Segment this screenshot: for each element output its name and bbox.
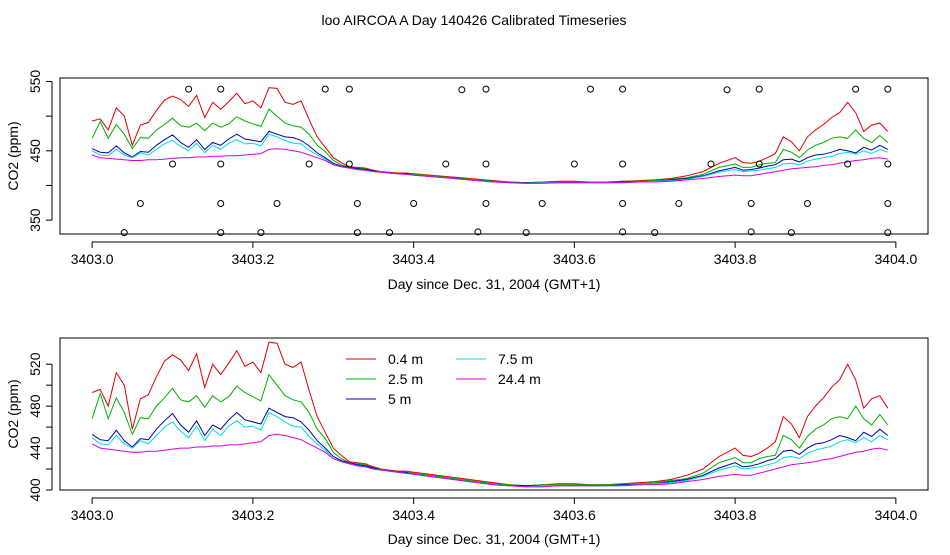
y-tick-label: 520: [27, 352, 43, 376]
marker-point: [522, 229, 530, 237]
marker-point: [136, 199, 144, 207]
bottom-plot-frame: [59, 337, 929, 491]
y-tick-label: 400: [27, 478, 43, 502]
marker-point: [321, 85, 329, 93]
legend-label: 0.4 m: [388, 351, 423, 367]
marker-point: [185, 85, 193, 93]
marker-point: [747, 228, 755, 236]
y-tick-label: 550: [27, 70, 43, 94]
series-line-7-5-m: [91, 411, 889, 488]
x-tick-label: 3403.0: [71, 507, 114, 523]
series-line-24-4-m: [91, 148, 888, 184]
x-tick-label: 3403.8: [714, 507, 757, 523]
legend-label: 5 m: [388, 391, 411, 407]
marker-point: [442, 160, 450, 168]
marker-point: [386, 229, 394, 237]
top-y-axis: 350 450 550: [27, 70, 53, 232]
marker-point: [257, 229, 265, 237]
y-tick-label: 440: [27, 436, 43, 460]
marker-point: [755, 160, 763, 168]
legend-label: 7.5 m: [498, 351, 533, 367]
marker-point: [120, 229, 128, 237]
top-series-lines: [91, 87, 889, 184]
x-tick-label: 3403.2: [231, 251, 274, 267]
y-tick-label: 450: [27, 139, 43, 163]
marker-point: [651, 229, 659, 237]
series-line-2-5-m: [91, 373, 889, 487]
top-markers: [120, 85, 892, 237]
marker-point: [217, 229, 225, 237]
marker-point: [482, 160, 490, 168]
marker-point: [844, 160, 852, 168]
marker-point: [619, 228, 627, 236]
marker-point: [619, 160, 627, 168]
top-x-axis: 3403.0 3403.2 3403.4 3403.6 3403.8 3404.0: [71, 241, 917, 267]
y-tick-label: 480: [27, 394, 43, 418]
bottom-x-axis-label: Day since Dec. 31, 2004 (GMT+1): [388, 531, 601, 547]
top-panel: 350 450 550 3403.0 3403.2 3403.4 3403.6 3403.8…: [5, 70, 929, 292]
marker-point: [787, 229, 795, 237]
marker-point: [884, 229, 892, 237]
marker-point: [169, 160, 177, 168]
x-tick-label: 3403.2: [231, 507, 274, 523]
marker-point: [353, 229, 361, 237]
marker-point: [803, 199, 811, 207]
top-x-axis-label: Day since Dec. 31, 2004 (GMT+1): [388, 276, 601, 292]
chart-title: loo AIRCOA A Day 140426 Calibrated Times…: [321, 12, 626, 28]
marker-point: [619, 199, 627, 207]
y-tick-label: 350: [27, 208, 43, 232]
bottom-x-axis: 3403.0 3403.2 3403.4 3403.6 3403.8 3404.0: [71, 497, 917, 523]
marker-point: [852, 85, 860, 93]
marker-point: [482, 199, 490, 207]
legend-label: 2.5 m: [388, 371, 423, 387]
series-line-0-4-m: [91, 87, 889, 184]
marker-point: [353, 199, 361, 207]
marker-point: [217, 85, 225, 93]
marker-point: [570, 160, 578, 168]
top-plot-frame: [59, 77, 929, 235]
bottom-series-lines: [91, 341, 889, 488]
marker-point: [345, 85, 353, 93]
legend-label: 24.4 m: [498, 371, 541, 387]
bottom-y-axis: 400 440 480 520: [27, 352, 53, 502]
marker-point: [747, 199, 755, 207]
top-y-axis-label: CO2 (ppm): [5, 121, 21, 190]
marker-point: [884, 85, 892, 93]
legend: 0.4 m 2.5 m 5 m 7.5 m 24.4 m: [346, 351, 541, 407]
x-tick-label: 3403.8: [714, 251, 757, 267]
x-tick-label: 3404.0: [874, 251, 917, 267]
x-tick-label: 3403.4: [392, 507, 435, 523]
marker-point: [675, 199, 683, 207]
marker-point: [586, 85, 594, 93]
series-line-24-4-m: [91, 433, 888, 488]
x-tick-label: 3403.6: [553, 251, 596, 267]
series-line-7-5-m: [91, 133, 888, 184]
x-tick-label: 3403.4: [392, 251, 435, 267]
marker-point: [482, 85, 490, 93]
marker-point: [305, 160, 313, 168]
marker-point: [458, 86, 466, 94]
x-tick-label: 3403.6: [553, 507, 596, 523]
marker-point: [217, 199, 225, 207]
marker-point: [884, 199, 892, 207]
marker-point: [723, 86, 731, 94]
marker-point: [345, 160, 353, 168]
series-line-0-4-m: [91, 341, 889, 487]
x-tick-label: 3404.0: [874, 507, 917, 523]
bottom-y-axis-label: CO2 (ppm): [5, 379, 21, 448]
x-tick-label: 3403.0: [71, 251, 114, 267]
marker-point: [538, 199, 546, 207]
marker-point: [884, 160, 892, 168]
marker-point: [410, 199, 418, 207]
marker-point: [619, 85, 627, 93]
marker-point: [707, 160, 715, 168]
marker-point: [217, 160, 225, 168]
marker-point: [755, 85, 763, 93]
marker-point: [474, 228, 482, 236]
marker-point: [273, 199, 281, 207]
